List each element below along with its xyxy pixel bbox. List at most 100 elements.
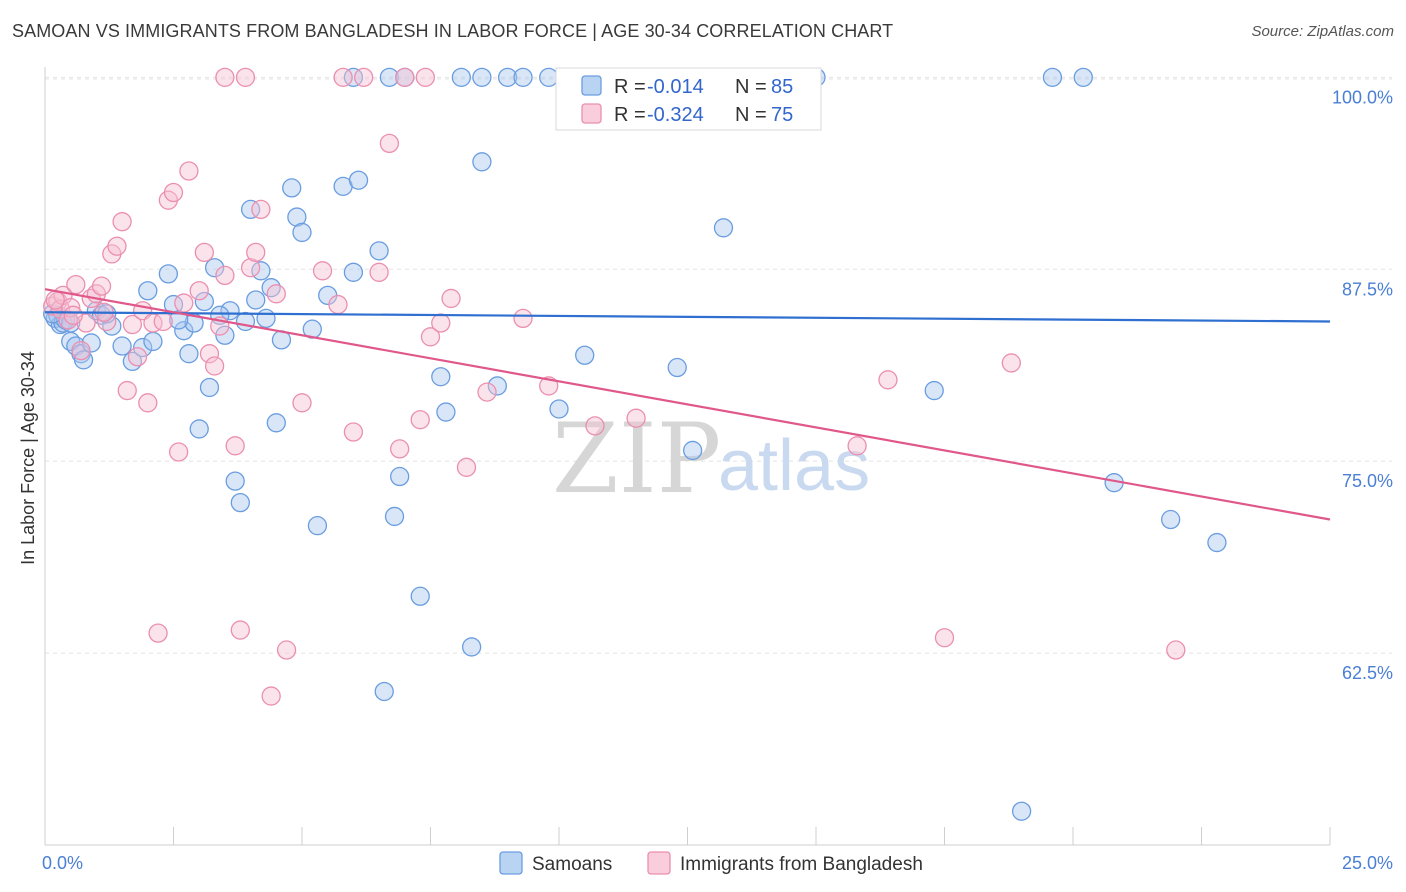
bangladesh-point-37 — [246, 242, 266, 263]
samoans-point-23 — [189, 419, 209, 439]
samoans-point-26 — [204, 258, 225, 278]
x-tick-label-max: 25.0% — [1342, 853, 1393, 873]
bangladesh-point-15 — [112, 212, 132, 232]
samoans-point-64 — [682, 440, 703, 461]
bangladesh-point-24 — [163, 182, 184, 203]
samoans-point-73 — [1207, 532, 1227, 553]
bangladesh-point-50 — [410, 410, 430, 430]
bangladesh-point-57 — [539, 376, 559, 396]
bangladesh-point-35 — [230, 620, 250, 640]
samoans-point-36 — [261, 278, 281, 298]
samoans-point-67 — [924, 380, 944, 401]
bangladesh-point-17 — [122, 314, 143, 335]
bangladesh-point-30 — [199, 344, 220, 364]
bangladesh-point-18 — [127, 347, 148, 367]
watermark-atlas: atlas — [718, 426, 870, 506]
y-tick-label-2: 87.5% — [1342, 279, 1393, 299]
y-tick-label-1: 75.0% — [1342, 471, 1393, 491]
samoans-point-41 — [292, 222, 312, 243]
bangladesh-point-58 — [585, 416, 605, 436]
samoans-point-56 — [472, 152, 492, 172]
bangladesh-point-44 — [328, 294, 348, 315]
samoans-point-24 — [194, 291, 214, 312]
bangladesh-point-43 — [312, 261, 333, 281]
samoans-point-18 — [158, 264, 179, 284]
samoans-point-70 — [1073, 67, 1093, 88]
watermark: ZIP atlas — [552, 403, 870, 515]
bangladesh-point-69 — [395, 67, 415, 88]
bangladesh-point-7 — [71, 340, 91, 361]
samoans-point-9 — [81, 333, 101, 353]
bangladesh-point-40 — [266, 284, 286, 304]
samoans-point-16 — [138, 281, 158, 301]
samoans-point-31 — [235, 311, 256, 332]
samoans-point-32 — [240, 199, 261, 220]
samoans-point-77 — [451, 67, 471, 88]
bangladesh-point-27 — [179, 161, 199, 181]
bangladesh-point-31 — [204, 356, 225, 376]
samoans-trend-line — [44, 311, 1331, 323]
chart-title: SAMOAN VS IMMIGRANTS FROM BANGLADESH IN … — [12, 21, 894, 41]
bangladesh-point-65 — [1166, 640, 1186, 660]
samoans-point-46 — [343, 262, 364, 282]
legend-r-value-bangladesh: -0.324 — [647, 104, 704, 126]
samoans-point-68 — [1011, 801, 1032, 821]
samoans-point-61 — [575, 345, 595, 365]
bangladesh-point-14 — [107, 236, 127, 256]
bangladesh-point-34 — [225, 436, 245, 456]
samoans-point-13 — [112, 336, 132, 356]
bangladesh-point-61 — [847, 436, 867, 456]
samoans-point-69 — [1042, 67, 1063, 88]
samoans-point-30 — [230, 492, 250, 513]
legend-r-value-samoans: -0.014 — [647, 76, 704, 98]
bangladesh-point-36 — [240, 258, 261, 278]
samoans-point-54 — [436, 402, 456, 422]
samoans-point-78 — [472, 67, 492, 88]
samoans-point-63 — [667, 357, 687, 378]
bangladesh-point-66 — [215, 67, 235, 88]
bangladesh-point-74 — [153, 311, 173, 332]
legend-n-label-0: N = — [735, 76, 767, 98]
legend-swatch-bangladesh — [581, 103, 602, 124]
bangladesh-point-72 — [63, 305, 83, 325]
y-tick-label-3: 100.0% — [1332, 87, 1393, 107]
legend-r-label-0: R = — [614, 76, 646, 98]
bangladesh-point-26 — [174, 293, 194, 313]
legend-n-value-samoans: 85 — [771, 76, 793, 98]
bangladesh-point-39 — [261, 686, 281, 706]
samoans-point-28 — [220, 301, 240, 321]
samoans-point-58 — [497, 67, 518, 88]
bangladesh-point-53 — [441, 288, 461, 309]
bangladesh-point-70 — [415, 67, 436, 88]
samoans-point-25 — [199, 377, 220, 398]
samoans-point-39 — [282, 178, 302, 198]
bangladesh-point-25 — [168, 442, 189, 462]
samoans-point-27 — [215, 325, 235, 345]
samoans-point-37 — [266, 413, 286, 433]
bangladesh-point-62 — [878, 370, 898, 390]
bangladesh-point-33 — [215, 265, 235, 286]
bangladesh-point-46 — [354, 67, 374, 88]
bangladesh-point-67 — [235, 67, 256, 88]
samoans-point-57 — [487, 376, 507, 396]
samoans-point-52 — [410, 586, 430, 606]
y-tick-label-0: 62.5% — [1342, 663, 1393, 683]
samoans-point-33 — [246, 290, 266, 310]
source-credit: Source: ZipAtlas.com — [1251, 23, 1394, 40]
correlation-legend: R = -0.014 N = 85 R = -0.324 N = 75 — [555, 67, 822, 131]
samoans-point-17 — [143, 331, 163, 352]
bottom-legend-swatch-bangladesh — [647, 851, 671, 875]
bangladesh-point-63 — [934, 628, 955, 648]
legend-n-label-1: N = — [735, 104, 767, 126]
y-axis-title: In Labor Force | Age 30-34 — [18, 351, 38, 565]
bangladesh-trend-line — [44, 288, 1331, 521]
grid-lines — [45, 76, 1392, 654]
bangladesh-point-49 — [390, 439, 410, 459]
bangladesh-point-11 — [91, 276, 112, 296]
bottom-legend-label-samoans: Samoans — [532, 854, 612, 875]
samoans-point-40 — [287, 207, 307, 227]
bangladesh-point-6 — [66, 274, 86, 295]
legend-n-value-bangladesh: 75 — [771, 104, 793, 126]
trend-lines — [44, 288, 1331, 521]
